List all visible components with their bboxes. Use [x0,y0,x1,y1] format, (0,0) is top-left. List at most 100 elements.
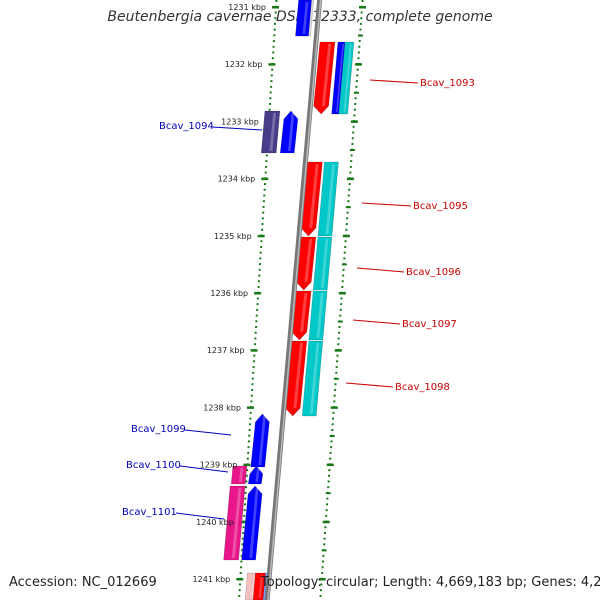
tick-label-group: 1231 kbp 1232 kbp 1233 kbp 1234 kbp 1235 kbp… [193,3,266,584]
minor-tick [343,234,349,237]
major-tick-left [246,406,254,409]
tick-dot [326,497,329,500]
tick-dot [263,194,266,197]
tick-dot [259,257,262,260]
gene-bcav-1093-rna2 [338,41,355,115]
tick-dot [356,74,359,77]
minor-tick [349,149,355,151]
tick-dot [356,68,359,71]
tick-dot [345,228,348,231]
gene-label-bcav-1095: Bcav_1095 [413,201,468,212]
topology-text: Topology: circular; Length: 4,669,183 bp… [261,575,600,590]
tick-dot [253,354,256,357]
tick-label: 1235 kbp [214,232,252,241]
tick-dot [247,440,250,443]
tick-dot [241,537,244,540]
tick-dot [271,68,274,71]
gene-bcav-1100-a [230,465,248,485]
leader-line [356,267,405,273]
minor-tick [351,120,357,123]
tick-dot [252,366,255,369]
tick-dot [254,337,257,340]
tick-dot [323,537,326,540]
tick-dot [330,446,333,449]
tick-label: 1237 kbp [207,346,245,355]
tick-dot [335,366,338,369]
tick-dot [329,457,332,460]
tick-dot [238,589,241,592]
tick-dot [272,51,275,54]
tick-dot [334,388,337,391]
tick-dot [271,57,274,60]
accession-text: Accession: NC_012669 [9,575,157,590]
tick-dot [321,572,324,574]
gene-highlight [249,488,259,558]
tick-dot [258,263,261,266]
tick-dot [347,194,350,197]
tick-dot [243,514,246,517]
gene-bcav-1101-a [223,485,246,561]
gene-highlight [293,343,304,408]
right-tick-ring [318,0,366,597]
tick-dot [335,371,338,374]
gene-label-bcav-1099: Bcav_1099 [131,424,186,435]
tick-dot [251,383,254,386]
minor-tick [331,406,337,409]
gene-highlight [269,113,277,151]
tick-dot [247,446,250,449]
gene-highlight [320,239,329,288]
tick-label: 1239 kbp [200,461,238,470]
tick-dot [338,331,341,334]
tick-dot [330,440,333,443]
tick-dot [348,188,351,191]
tick-label: 1241 kbp [193,575,231,584]
minor-tick [345,206,351,209]
tick-dot [249,411,252,414]
gene-highlight [287,113,295,151]
gene-highlight [336,44,344,112]
tick-dot [342,268,345,271]
tick-dot [253,343,256,346]
minor-tick [341,263,347,266]
tick-dot [246,457,249,460]
minor-tick [329,435,335,437]
tick-dot [353,108,356,111]
gene-bcav-1093 [313,41,336,115]
tick-dot [344,245,347,248]
tick-dot [257,280,260,283]
gene-bcav-1101 [241,485,263,561]
tick-dot [256,297,259,300]
tick-dot [323,531,326,534]
gene-bcav-1098-rna [301,340,324,417]
tick-dot [270,80,273,83]
tick-dot [350,154,353,157]
tick-dot [241,549,244,552]
tick-dot [273,28,276,31]
major-tick-right [359,6,366,9]
tick-dot [257,286,260,288]
tick-dot [358,40,361,43]
tick-dot [240,566,243,569]
tick-label: 1231 kbp [228,3,266,12]
tick-dot [262,211,265,214]
tick-dot [327,480,330,483]
tick-dot [325,509,328,512]
tick-dot [250,400,253,403]
tick-dot [332,411,335,414]
backbone-highlight [267,0,322,600]
major-tick-left [236,578,244,581]
tick-dot [341,280,344,283]
gene-bcav-1099 [250,413,270,468]
tick-dot [248,434,251,437]
tick-dot [337,337,340,340]
minor-tick [347,177,353,180]
tick-dot [258,274,261,277]
tick-dot [340,297,343,300]
gene-highlight [302,2,309,34]
tick-dot [351,143,354,145]
tick-dot [323,543,326,546]
tick-dot [329,451,332,454]
gene-highlight [255,468,260,482]
tick-dot [244,491,247,494]
